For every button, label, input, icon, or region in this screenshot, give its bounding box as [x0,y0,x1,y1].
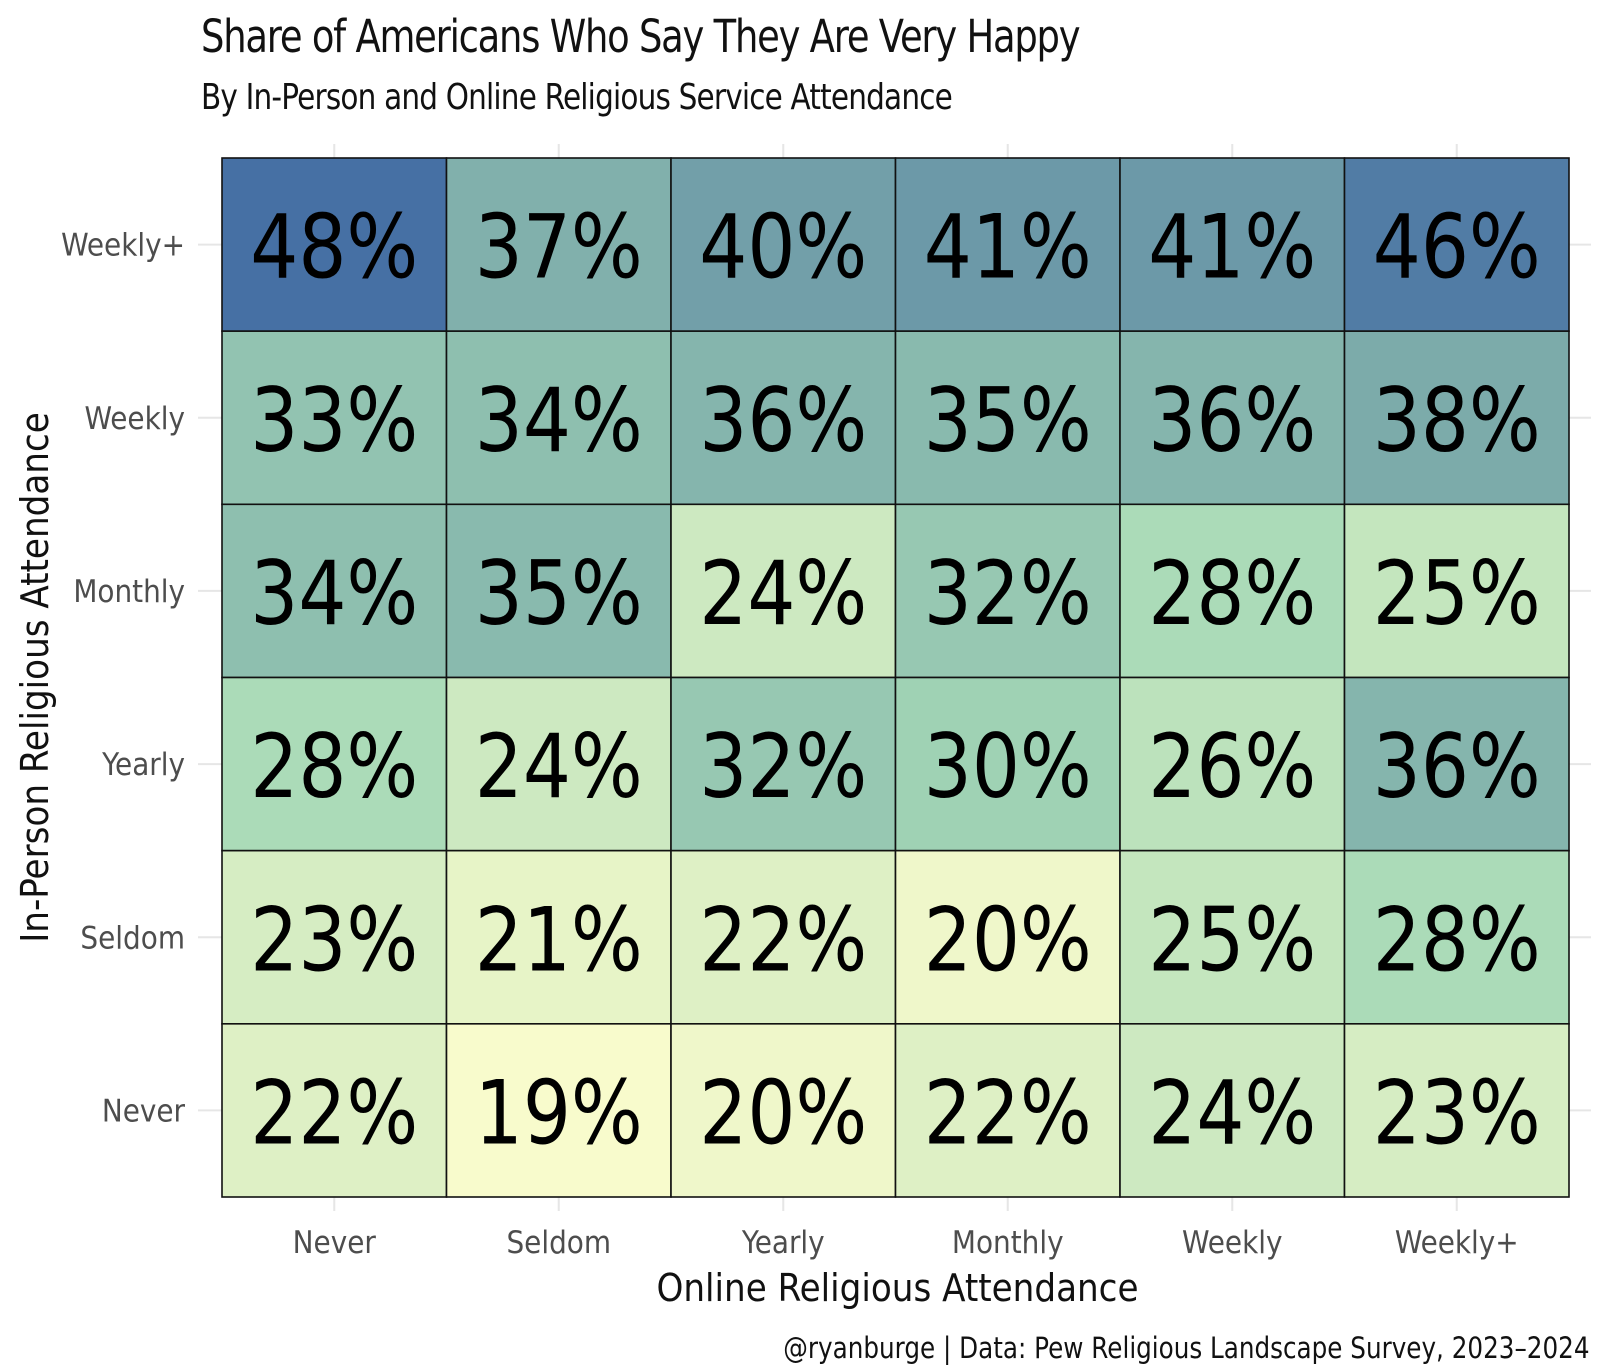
x-tick-label: Seldom [506,1225,611,1261]
y-tick-label: Seldom [80,920,185,956]
cell-value-label: 41% [924,196,1092,299]
heatmap-cell [1119,330,1346,506]
cell-value-label: 22% [250,1061,418,1164]
cell-value-label: 48% [250,196,418,299]
heatmap-cell [670,676,897,852]
y-tick-label: Yearly [101,747,185,783]
heatmap-cell [894,503,1121,679]
cell-value-label: 28% [1373,888,1541,991]
heatmap-cell [221,1023,448,1198]
cell-value-label: 35% [924,369,1092,472]
cell-value-label: 22% [699,888,867,991]
cell-value-label: 24% [1148,1061,1316,1164]
heatmap-cell [670,503,897,679]
cell-value-label: 41% [1148,196,1316,299]
heatmap-cell [445,330,672,506]
heatmap-cell [1343,676,1570,852]
heatmap-cell [894,676,1121,852]
heatmap-cell [670,849,897,1025]
cell-value-label: 36% [1148,369,1316,472]
heatmap-cell [894,330,1121,506]
cell-value-label: 25% [1148,888,1316,991]
heatmap-cell [221,330,448,506]
heatmap-cell [445,1023,672,1198]
heatmap-cell [221,676,448,852]
chart-title: Share of Americans Who Say They Are Very… [201,10,1081,63]
cell-value-label: 38% [1373,369,1541,472]
cell-value-label: 28% [250,715,418,818]
heatmap-cell [894,1023,1121,1198]
heatmap-cell [1119,1023,1346,1198]
cell-value-label: 30% [924,715,1092,818]
y-axis-title: In-Person Religious Attendance [13,412,57,943]
heatmap-cell [445,849,672,1025]
heatmap-cell [670,157,897,332]
heatmap-cell [445,676,672,852]
heatmap-cell [445,503,672,679]
x-tick-label: Weekly+ [1395,1225,1519,1261]
x-tick-label: Weekly [1182,1225,1283,1261]
chart-caption: @ryanburge | Data: Pew Religious Landsca… [783,1331,1590,1365]
cell-value-label: 21% [475,888,643,991]
heatmap-cell [1343,503,1570,679]
chart-subtitle: By In-Person and Online Religious Servic… [201,77,953,118]
y-tick-label: Weekly [85,401,186,437]
x-tick-label: Monthly [952,1225,1064,1261]
heatmap-cell [1343,157,1570,332]
y-tick-label: Monthly [73,574,185,610]
cell-value-label: 34% [475,369,643,472]
heatmap-cell [221,157,448,332]
cell-value-label: 26% [1148,715,1316,818]
cell-value-label: 20% [924,888,1092,991]
x-tick-label: Yearly [741,1225,825,1261]
cell-value-label: 34% [250,542,418,645]
cell-value-label: 33% [250,369,418,472]
cell-value-label: 40% [699,196,867,299]
cell-value-label: 23% [250,888,418,991]
cell-value-label: 20% [699,1061,867,1164]
cell-value-label: 32% [699,715,867,818]
heatmap-cell [1119,676,1346,852]
cell-value-label: 24% [699,542,867,645]
heatmap-cell [221,849,448,1025]
cell-value-label: 23% [1373,1061,1541,1164]
y-tick-label: Never [102,1093,186,1129]
cell-value-label: 46% [1373,196,1541,299]
cell-value-label: 24% [475,715,643,818]
heatmap-cell [894,157,1121,332]
heatmap-cell [1343,1023,1570,1198]
cell-value-label: 36% [1373,715,1541,818]
x-tick-label: Never [293,1225,377,1261]
cell-value-label: 19% [475,1061,643,1164]
heatmap-cell [670,1023,897,1198]
heatmap-cell [221,503,448,679]
cell-value-label: 36% [699,369,867,472]
x-axis-title: Online Religious Attendance [656,1266,1138,1310]
heatmap-cell [445,157,672,332]
cell-value-label: 22% [924,1061,1092,1164]
cell-value-label: 28% [1148,542,1316,645]
heatmap-cell [1343,330,1570,506]
cell-value-label: 35% [475,542,643,645]
cell-value-label: 37% [475,196,643,299]
heatmap-cell [1119,503,1346,679]
cell-value-label: 25% [1373,542,1541,645]
y-tick-label: Weekly+ [61,228,185,264]
cell-value-label: 32% [924,542,1092,645]
